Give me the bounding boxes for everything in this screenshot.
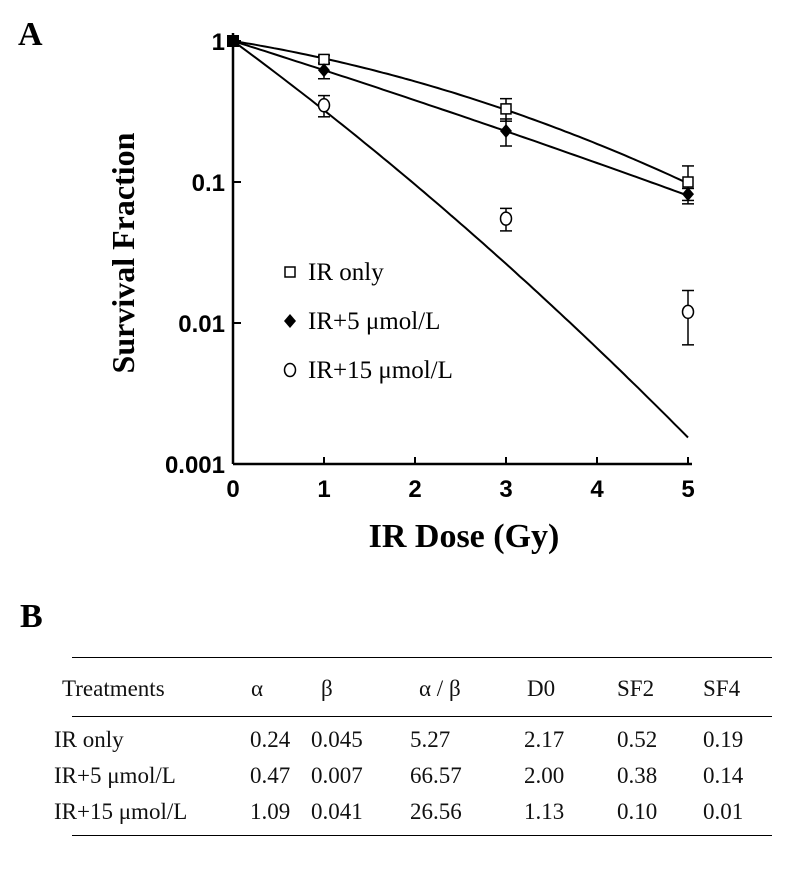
table-cell: 0.10 xyxy=(617,799,658,824)
data-point xyxy=(682,187,694,202)
data-point xyxy=(318,63,330,78)
table-row-label: IR+5 μmol/L xyxy=(54,763,176,788)
table-top-rule xyxy=(72,657,772,658)
table-header-cell: D0 xyxy=(527,676,556,701)
x-tick-label: 2 xyxy=(408,476,421,503)
table-header-cell: SF2 xyxy=(617,676,655,701)
table-cell: 0.041 xyxy=(311,799,363,824)
y-tick-label: 0.001 xyxy=(165,452,225,479)
fit-curve xyxy=(232,40,689,185)
x-tick-label: 4 xyxy=(590,476,604,503)
y-axis-label: Survival Fraction xyxy=(105,132,141,373)
table-header-cell: α xyxy=(251,676,264,701)
data-point xyxy=(499,211,513,226)
table-cell: 0.47 xyxy=(250,763,291,788)
table-cell: 0.007 xyxy=(311,763,363,788)
table-bottom-rule xyxy=(72,835,772,836)
chart-legend: IR only IR+5 μmol/L IR+15 μmol/L xyxy=(283,259,453,384)
table-cell: 0.24 xyxy=(250,727,291,752)
table-cell: 0.045 xyxy=(311,727,363,752)
panel-b-label: B xyxy=(20,598,43,635)
table-cell: 5.27 xyxy=(410,727,451,752)
y-tick-label: 0.01 xyxy=(178,311,225,338)
table-cell: 0.14 xyxy=(703,763,744,788)
fit-curve xyxy=(232,40,689,439)
data-point xyxy=(500,103,512,115)
table-cell: 0.01 xyxy=(703,799,744,824)
chart-axes: 0 1 2 3 4 5 0.001 0.01 0.1 1 xyxy=(165,29,695,503)
fit-curve xyxy=(232,40,689,197)
error-bars xyxy=(318,54,694,346)
x-tick-label: 5 xyxy=(681,476,694,503)
legend-marker xyxy=(283,362,297,378)
table-cell: 2.00 xyxy=(524,763,565,788)
table-header-cell: Treatments xyxy=(62,676,165,701)
legend-marker xyxy=(284,266,296,278)
table-row-label: IR only xyxy=(54,727,124,752)
data-point-origin xyxy=(227,35,239,47)
table-cell: 1.09 xyxy=(250,799,291,824)
data-point xyxy=(682,176,694,188)
table-header-cell: SF4 xyxy=(703,676,741,701)
data-point xyxy=(681,304,695,320)
data-points xyxy=(227,35,695,320)
y-tick-label: 1 xyxy=(212,29,225,56)
data-point xyxy=(317,98,331,113)
table-cell: 1.13 xyxy=(524,799,565,824)
table-cell: 0.52 xyxy=(617,727,658,752)
table-cell: 0.19 xyxy=(703,727,744,752)
data-point xyxy=(500,123,512,138)
table-header-rule xyxy=(72,716,772,717)
panel-a-label: A xyxy=(18,16,43,53)
table-cell: 2.17 xyxy=(524,727,565,752)
legend-marker xyxy=(284,314,296,328)
table-cell: 0.38 xyxy=(617,763,658,788)
legend-label: IR only xyxy=(308,259,384,286)
legend-label: IR+5 μmol/L xyxy=(308,308,440,335)
data-point xyxy=(318,53,330,66)
table-row-label: IR+15 μmol/L xyxy=(54,799,188,824)
table-header-cell: β xyxy=(321,676,333,701)
x-tick-label: 3 xyxy=(499,476,512,503)
table-header-cell: α / β xyxy=(419,676,461,701)
x-tick-label: 0 xyxy=(226,476,239,503)
x-axis-label: IR Dose (Gy) xyxy=(369,518,560,555)
table-cell: 66.57 xyxy=(410,763,462,788)
x-tick-label: 1 xyxy=(317,476,330,503)
legend-label: IR+15 μmol/L xyxy=(308,357,453,384)
fit-curves xyxy=(232,40,689,439)
y-tick-label: 0.1 xyxy=(192,170,225,197)
table-cell: 26.56 xyxy=(410,799,462,824)
